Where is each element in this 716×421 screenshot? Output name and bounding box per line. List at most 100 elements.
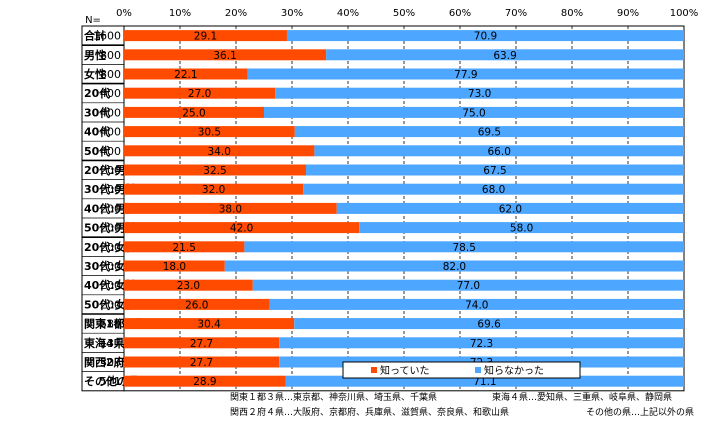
bar-knew [124, 298, 270, 310]
data-label: 25.0 [182, 107, 205, 119]
legend-swatch [371, 367, 377, 373]
data-label: 32.5 [203, 165, 226, 177]
n-value: 200 [100, 260, 121, 273]
bar-knew [124, 337, 280, 349]
legend-box [342, 361, 581, 379]
category-label: 20代 [84, 86, 110, 100]
data-label: 66.0 [488, 146, 511, 158]
category-label: 男性 [84, 48, 106, 62]
bar-knew [124, 318, 295, 330]
data-label: 68.0 [482, 184, 505, 196]
bar-did-not-know [303, 183, 684, 195]
data-label: 69.6 [477, 319, 501, 331]
bar-knew [124, 222, 360, 234]
n-value: 589 [100, 318, 121, 331]
data-label: 63.9 [493, 50, 516, 62]
data-label: 77.9 [454, 69, 477, 81]
category-label: 20代:男性 [84, 163, 137, 177]
bar-did-not-know [279, 337, 684, 349]
x-tick-label: 90% [617, 8, 639, 19]
bar-knew [124, 30, 287, 42]
x-tick-label: 40% [337, 8, 359, 19]
bar-did-not-know [294, 126, 684, 138]
data-label: 77.0 [457, 280, 480, 292]
note-other: その他の県…上記以外の県 [586, 408, 695, 418]
n-value: 200 [100, 241, 121, 254]
data-label: 72.3 [470, 338, 493, 350]
data-label: 30.5 [198, 127, 221, 139]
data-label: 82.0 [443, 261, 466, 273]
bar-knew [124, 106, 264, 118]
n-value: 137 [100, 337, 121, 350]
bar-did-not-know [264, 106, 684, 118]
data-label: 27.7 [190, 357, 213, 369]
bar-knew [124, 279, 253, 291]
x-tick-label: 80% [561, 8, 583, 19]
data-label: 74.0 [465, 299, 488, 311]
data-label: 18.0 [163, 261, 186, 273]
n-value: 571 [100, 375, 121, 388]
x-tick-label: 100% [670, 8, 699, 19]
bar-knew [124, 126, 295, 138]
n-value: 400 [100, 87, 121, 100]
bar-did-not-know [269, 298, 684, 310]
x-tick-label: 30% [281, 8, 303, 19]
data-label: 73.0 [468, 88, 491, 100]
category-label: 30代:男性 [84, 182, 137, 196]
data-label: 34.0 [208, 146, 231, 158]
category-label: 50代:女性 [84, 297, 137, 311]
n-value: 200 [100, 164, 121, 177]
bar-knew [124, 183, 304, 195]
data-label: 23.0 [177, 280, 200, 292]
data-label: 28.9 [193, 376, 216, 388]
bar-knew [124, 260, 225, 272]
data-label: 42.0 [230, 223, 253, 235]
legend-swatch [475, 367, 481, 373]
data-label: 67.5 [483, 165, 506, 177]
bar-did-not-know [244, 241, 684, 253]
category-label: 40代 [84, 125, 110, 139]
bar-knew [124, 68, 248, 80]
n-value: 200 [100, 298, 121, 311]
data-label: 70.9 [474, 31, 497, 43]
category-label: 合計 [84, 29, 106, 43]
x-tick-label: 10% [169, 8, 191, 19]
data-label: 30.4 [197, 319, 221, 331]
note-kanto: 関東１都３県…東京都、神奈川県、埼玉県、千葉県 [230, 393, 438, 403]
n-value: 400 [100, 106, 121, 119]
n-value: 400 [100, 145, 121, 158]
category-label: 東海4県 [84, 336, 125, 350]
n-value: 800 [100, 49, 121, 62]
bar-knew [124, 202, 337, 214]
bar-did-not-know [275, 87, 684, 99]
data-label: 21.5 [173, 242, 196, 254]
legend-label: 知っていた [380, 364, 430, 377]
n-value: 1600 [93, 30, 121, 43]
n-value: 200 [100, 183, 121, 196]
category-label: 女性 [84, 67, 106, 81]
category-label: 30代:女性 [84, 259, 137, 273]
category-label: 40代:女性 [84, 278, 137, 292]
bar-did-not-know [306, 164, 684, 176]
data-label: 78.5 [453, 242, 476, 254]
data-label: 26.0 [185, 299, 208, 311]
bar-knew [124, 375, 286, 387]
bar-knew [124, 164, 306, 176]
data-label: 62.0 [499, 203, 522, 215]
data-label: 58.0 [510, 223, 533, 235]
bar-knew [124, 87, 276, 99]
x-tick-label: 0% [116, 8, 132, 19]
n-header: N= [85, 15, 101, 26]
data-label: 36.1 [213, 50, 236, 62]
bar-did-not-know [285, 375, 684, 387]
bar-knew [124, 241, 245, 253]
data-label: 75.0 [462, 107, 485, 119]
category-label: 30代 [84, 105, 110, 119]
bar-did-not-know [314, 145, 684, 157]
bar-did-not-know [252, 279, 685, 291]
n-value: 400 [100, 126, 121, 139]
bar-knew [124, 356, 280, 368]
category-label: 50代:男性 [84, 221, 137, 235]
x-tick-label: 60% [449, 8, 471, 19]
